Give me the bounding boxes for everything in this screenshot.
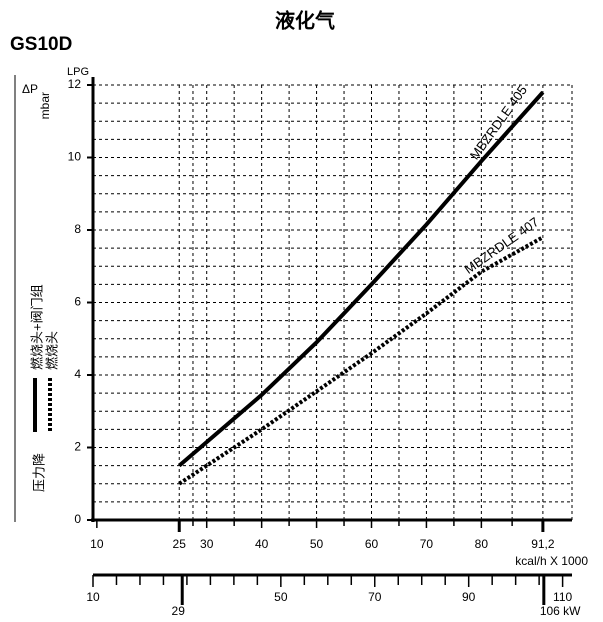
y-tick-label: 0 — [74, 512, 81, 526]
y-tick-label: 12 — [68, 77, 82, 91]
legend-label: 燃烧头+阀门组 — [29, 284, 44, 370]
x2-tick-label: 50 — [274, 590, 288, 604]
series-line — [177, 90, 545, 468]
x-tick-label: 91,2 — [531, 537, 555, 551]
y-tick-label: 8 — [74, 222, 81, 236]
legend-label: 燃烧头 — [44, 331, 59, 370]
x-tick-label: 80 — [475, 537, 489, 551]
series-label: MBZRDLE 407 — [461, 214, 541, 277]
x-tick-label: 25 — [173, 537, 187, 551]
x2-tick-label: 110 — [553, 590, 572, 604]
y-unit: LPG — [67, 66, 89, 78]
y-symbol: ΔP — [22, 82, 38, 96]
series-line — [178, 235, 544, 486]
y-unit-label: mbar — [38, 92, 52, 119]
x-tick-label: 70 — [420, 537, 434, 551]
x-tick-label: 10 — [90, 537, 104, 551]
x-tick-label: 30 — [200, 537, 214, 551]
y-tick-label: 2 — [74, 440, 81, 454]
series-label: MBZRDLE 405 — [467, 83, 530, 163]
y-tick-label: 6 — [74, 295, 81, 309]
x-tick-label: 50 — [310, 537, 324, 551]
x-tick-label: 60 — [365, 537, 379, 551]
x-tick-label: 40 — [255, 537, 269, 551]
y-axis-label: 压力降 — [31, 453, 46, 492]
x2-tick-label: 70 — [368, 590, 382, 604]
y-tick-label: 10 — [68, 150, 82, 164]
x-axis-label: kcal/h X 1000 — [515, 554, 588, 568]
x2-tick-label: 90 — [462, 590, 476, 604]
x2-tick-label: 106 kW — [540, 604, 581, 618]
x2-tick-label: 29 — [172, 604, 186, 618]
y-tick-label: 4 — [74, 367, 81, 381]
chart-subtitle: GS10D — [10, 34, 72, 55]
chart-title: 液化气 — [275, 8, 335, 32]
x2-tick-label: 10 — [86, 590, 100, 604]
